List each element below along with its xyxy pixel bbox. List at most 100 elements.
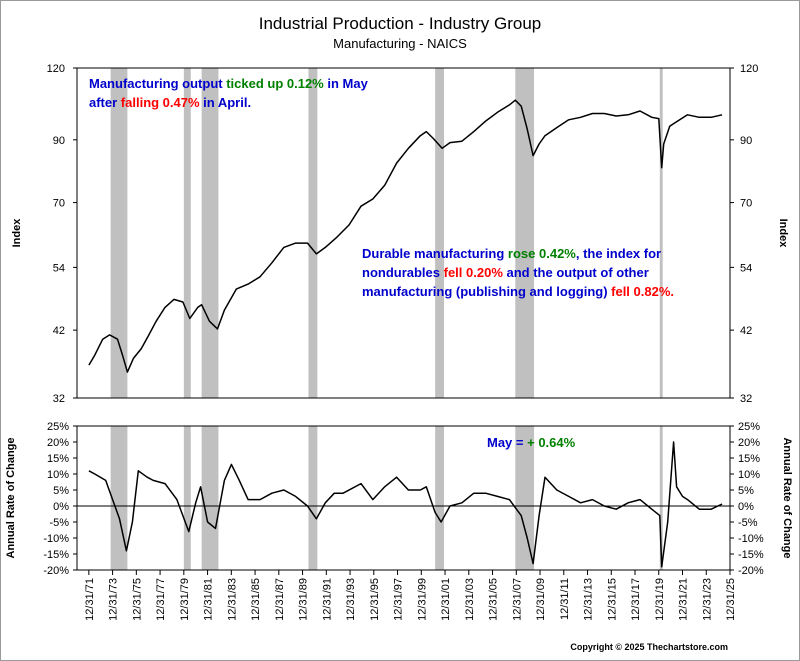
y-tick-label-left: -5% xyxy=(49,517,69,529)
y-tick-label-right: 20% xyxy=(738,437,760,449)
x-tick-label: 12/31/13 xyxy=(583,578,595,621)
x-tick-label: 12/31/19 xyxy=(654,578,666,621)
x-tick-label: 12/31/75 xyxy=(131,578,143,621)
x-tick-label: 12/31/01 xyxy=(440,578,452,621)
x-tick-label: 12/31/93 xyxy=(345,578,357,621)
x-tick-label: 12/31/17 xyxy=(630,578,642,621)
y-tick-label-left: 25% xyxy=(47,421,69,433)
x-tick-label: 12/31/07 xyxy=(511,578,523,621)
y-tick-label-right: 25% xyxy=(738,421,760,433)
chart-subtitle: Manufacturing - NAICS xyxy=(333,36,467,51)
y-tick-label-left: 42 xyxy=(53,325,65,337)
y-tick-label-left: 90 xyxy=(53,135,65,147)
y-axis-label-left-bottom: Annual Rate of Change xyxy=(5,437,17,558)
y-tick-label-left: 20% xyxy=(47,437,69,449)
y-axis-label-right-bottom: Annual Rate of Change xyxy=(781,437,793,558)
recession-band-top xyxy=(308,68,318,398)
series-line-bottom xyxy=(88,441,723,568)
annotation-line: Manufacturing output ticked up 0.12% in … xyxy=(89,76,369,91)
annotation-line: Durable manufacturing rose 0.42%, the in… xyxy=(362,246,661,261)
annotation-segment: Durable manufacturing xyxy=(362,246,508,261)
index-panel: 32 32 42 42 54 54 70 70 90 90 120 120 Index Index Manu… xyxy=(11,63,789,405)
y-axis-label-left: Index xyxy=(11,218,23,248)
x-tick-label: 12/31/91 xyxy=(321,578,333,621)
x-axis: 12/31/71 12/31/73 12/31/75 12/31/77 12/31/79… xyxy=(84,570,737,621)
y-tick-label-left: 54 xyxy=(53,262,65,274)
x-tick-label: 12/31/83 xyxy=(226,578,238,621)
y-tick-label-left: -20% xyxy=(43,565,69,577)
y-tick-label-left: 0% xyxy=(53,501,69,513)
recession-band-bottom xyxy=(435,426,445,570)
annotation-segment: and the output of other xyxy=(503,265,649,280)
annotation-segment: rose 0.42% xyxy=(508,246,576,261)
x-tick-label: 12/31/11 xyxy=(559,578,571,620)
annotation-segment: manufacturing (publishing and logging) xyxy=(362,284,611,299)
y-tick-label-right: 42 xyxy=(740,325,752,337)
y-tick-label-left: 32 xyxy=(53,393,65,405)
plot-frame-bottom xyxy=(76,425,731,571)
x-tick-label: 12/31/15 xyxy=(606,578,618,621)
x-tick-label: 12/31/03 xyxy=(464,578,476,621)
annotation-segment: Manufacturing output xyxy=(89,76,226,91)
annotation-line: after falling 0.47% in April. xyxy=(89,95,251,110)
y-axis-label-right: Index xyxy=(777,219,789,249)
annotation-segment: ticked up 0.12% xyxy=(226,76,324,91)
rate-of-change-panel: -20% -20% -15% -15% -10% -10% -5% -5% 0% 0% 5% 5% 10… xyxy=(5,421,793,577)
recession-band-bottom xyxy=(110,426,128,570)
y-tick-label-right: 120 xyxy=(740,63,758,75)
x-tick-label: 12/31/97 xyxy=(393,578,405,621)
chart-title: Industrial Production - Industry Group xyxy=(259,14,542,33)
x-tick-label: 12/31/05 xyxy=(488,578,500,621)
annotation-segment: + 0.64% xyxy=(527,435,576,450)
x-tick-label: 12/31/23 xyxy=(701,578,713,621)
recession-band-bottom xyxy=(515,426,535,570)
x-tick-label: 12/31/71 xyxy=(84,578,96,621)
y-tick-label-right: 10% xyxy=(738,469,760,481)
annotation-segment: fell 0.20% xyxy=(444,265,504,280)
series-line-top xyxy=(88,99,723,373)
recession-band-bottom xyxy=(201,426,219,570)
y-tick-label-left: 10% xyxy=(47,469,69,481)
recession-band-top xyxy=(659,68,663,398)
annotation-segment: , the index for xyxy=(576,246,661,261)
y-tick-label-right: 15% xyxy=(738,453,760,465)
annotation-segment: nondurables xyxy=(362,265,444,280)
x-tick-label: 12/31/81 xyxy=(203,578,215,621)
annotation-segment: in April. xyxy=(200,95,252,110)
x-tick-label: 12/31/85 xyxy=(250,578,262,621)
annotation-line: May = + 0.64% xyxy=(487,435,576,450)
y-tick-label-left: 5% xyxy=(53,485,69,497)
y-tick-label-right: -20% xyxy=(738,565,764,577)
recession-band-top xyxy=(183,68,191,398)
annotation-segment: fell 0.82%. xyxy=(611,284,674,299)
recession-band-bottom xyxy=(659,426,663,570)
y-tick-label-right: 54 xyxy=(740,262,752,274)
y-tick-label-right: 90 xyxy=(740,135,752,147)
x-tick-label: 12/31/73 xyxy=(108,578,120,621)
y-tick-label-right: -15% xyxy=(738,549,764,561)
annotation-segment: May = xyxy=(487,435,527,450)
recession-band-top xyxy=(515,68,535,398)
annotation-segment: after xyxy=(89,95,121,110)
x-tick-label: 12/31/21 xyxy=(678,578,690,621)
recession-band-bottom xyxy=(183,426,191,570)
y-tick-label-right: -10% xyxy=(738,533,764,545)
y-tick-label-right: 0% xyxy=(738,501,754,513)
x-tick-label: 12/31/77 xyxy=(155,578,167,621)
y-tick-label-left: 120 xyxy=(47,63,65,75)
recession-band-top xyxy=(110,68,128,398)
annotation-segment: falling 0.47% xyxy=(121,95,200,110)
y-tick-label-left: -15% xyxy=(43,549,69,561)
x-tick-label: 12/31/95 xyxy=(369,578,381,621)
x-tick-label: 12/31/09 xyxy=(535,578,547,621)
x-tick-label: 12/31/87 xyxy=(274,578,286,621)
y-tick-label-right: 32 xyxy=(740,393,752,405)
recession-band-top xyxy=(435,68,445,398)
annotation-segment: in May xyxy=(324,76,369,91)
y-tick-label-right: 5% xyxy=(738,485,754,497)
annotation-line: nondurables fell 0.20% and the output of… xyxy=(362,265,649,280)
annotation-line: manufacturing (publishing and logging) f… xyxy=(362,284,674,299)
plot-frame-top xyxy=(76,67,731,399)
